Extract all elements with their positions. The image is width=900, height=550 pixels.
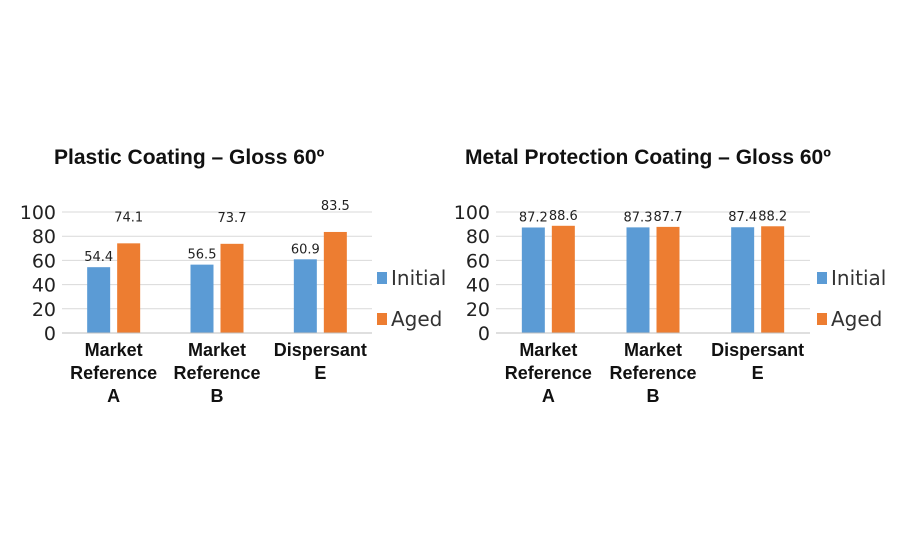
legend-swatch-aged [377, 313, 387, 325]
data-label: 87.4 [728, 210, 757, 225]
legend-label-aged: Aged [831, 307, 882, 331]
category-label: B [647, 386, 660, 406]
category-label: Reference [173, 363, 260, 383]
bar-aged [656, 226, 680, 333]
y-tick-label: 20 [32, 299, 56, 321]
y-tick-label: 60 [32, 250, 56, 272]
y-tick-label: 60 [466, 250, 490, 272]
bar-aged [220, 243, 244, 333]
bar-aged [117, 243, 141, 333]
metal-protection-chart: Metal Protection Coating – Gloss 60º 0 20… [450, 0, 900, 550]
legend-label-initial: Initial [391, 266, 446, 290]
chart-title: Plastic Coating – Gloss 60º [54, 146, 325, 169]
legend-label-initial: Initial [831, 266, 886, 290]
category-label: Reference [70, 363, 157, 383]
chart-title: Metal Protection Coating – Gloss 60º [465, 146, 831, 169]
category-label: Market [85, 340, 143, 360]
category-label: Market [624, 340, 682, 360]
category-label: A [107, 386, 120, 406]
y-tick-label: 80 [466, 226, 490, 248]
y-tick-label: 0 [44, 323, 56, 345]
data-label: 54.4 [84, 250, 113, 265]
bar-initial [521, 227, 545, 333]
y-tick-label: 0 [478, 323, 490, 345]
legend-swatch-initial [377, 272, 387, 284]
data-label: 73.7 [218, 211, 247, 226]
category-label: Reference [609, 363, 696, 383]
legend-swatch-initial [817, 272, 827, 284]
y-tick-label: 20 [466, 299, 490, 321]
category-label: E [752, 363, 764, 383]
y-tick-label: 80 [32, 226, 56, 248]
category-label: Market [188, 340, 246, 360]
bar-initial [731, 227, 755, 333]
y-tick-label: 40 [466, 275, 490, 297]
data-label: 87.7 [654, 210, 683, 225]
data-label: 87.3 [624, 210, 653, 225]
bar-aged [551, 225, 575, 333]
data-label: 74.1 [114, 210, 143, 225]
legend-label-aged: Aged [391, 307, 442, 331]
y-tick-label: 100 [20, 202, 56, 224]
y-tick-label: 40 [32, 275, 56, 297]
bar-initial [87, 267, 111, 333]
bar-initial [190, 264, 214, 333]
category-label: Market [519, 340, 577, 360]
y-tick-label: 100 [454, 202, 490, 224]
data-label: 88.6 [549, 209, 578, 224]
data-label: 83.5 [321, 199, 350, 214]
bar-initial [293, 259, 317, 333]
data-label: 60.9 [291, 242, 320, 257]
bar-aged [323, 231, 347, 333]
plastic-coating-chart: Plastic Coating – Gloss 60º 0 20 40 60 80 100… [20, 146, 447, 406]
bar-aged [761, 226, 785, 333]
category-label: A [542, 386, 555, 406]
data-label: 87.2 [519, 210, 548, 225]
category-label: Dispersant [274, 340, 367, 360]
data-label: 56.5 [188, 248, 217, 263]
data-label: 88.2 [758, 209, 787, 224]
bar-initial [626, 227, 650, 333]
category-label: B [211, 386, 224, 406]
category-label: Dispersant [711, 340, 804, 360]
category-label: E [314, 363, 326, 383]
category-label: Reference [505, 363, 592, 383]
legend-swatch-aged [817, 313, 827, 325]
